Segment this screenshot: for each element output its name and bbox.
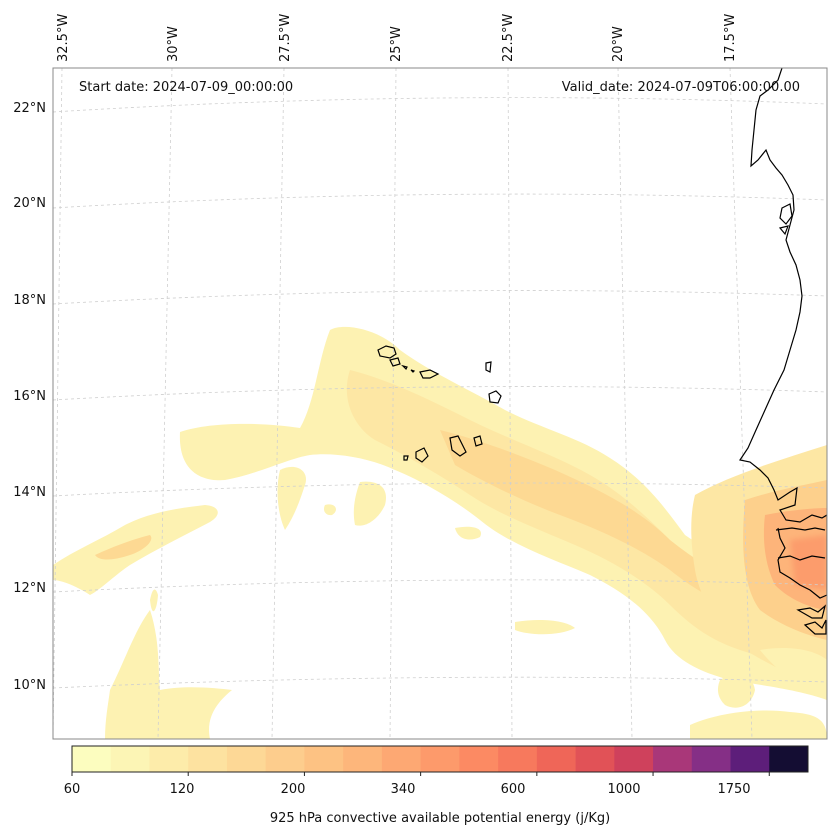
colorbar-tick-label: 600 xyxy=(501,782,526,797)
gridlines xyxy=(53,68,827,739)
latitude-labels: 22°N 20°N 18°N 16°N 14°N 12°N 10°N xyxy=(13,101,46,693)
cabo-verde-islands xyxy=(377,345,502,463)
lat-label: 10°N xyxy=(13,678,46,693)
coastline xyxy=(739,68,827,635)
colorbar-tick-label: 1000 xyxy=(607,782,640,797)
cape-fill xyxy=(53,327,827,739)
lat-label: 12°N xyxy=(13,581,46,596)
longitude-labels: 32.5°W 30°W 27.5°W 25°W 22.5°W 20°W 17.5… xyxy=(56,14,738,62)
colorbar-segment xyxy=(653,746,693,772)
colorbar-tick-label: 60 xyxy=(64,782,81,797)
colorbar-tick-label: 120 xyxy=(170,782,195,797)
colorbar-tick-label: 340 xyxy=(391,782,416,797)
lat-label: 20°N xyxy=(13,196,46,211)
colorbar-segment xyxy=(72,746,112,772)
colorbar-segment xyxy=(188,746,228,772)
map-border xyxy=(52,67,828,740)
lon-label: 27.5°W xyxy=(278,14,293,62)
colorbar-segment xyxy=(343,746,383,772)
colorbar-ticks: 60 120 200 340 600 1000 1750 xyxy=(64,772,770,797)
lon-label: 22.5°W xyxy=(501,14,516,62)
colorbar-segment xyxy=(614,746,654,772)
colorbar-segment xyxy=(304,746,344,772)
lon-label: 32.5°W xyxy=(56,14,71,62)
colorbar-frame xyxy=(71,745,809,773)
lon-label: 17.5°W xyxy=(723,14,738,62)
colorbar-segment xyxy=(691,746,732,772)
colorbar-tick-label: 200 xyxy=(281,782,306,797)
colorbar-tick-label: 1750 xyxy=(717,782,750,797)
colorbar-segment xyxy=(265,746,305,772)
colorbar-segment xyxy=(498,746,538,772)
lat-label: 18°N xyxy=(13,293,46,308)
colorbar-segment xyxy=(459,746,499,772)
colorbar-segment xyxy=(226,746,267,772)
lon-label: 20°W xyxy=(611,26,626,62)
colorbar-segment xyxy=(575,746,615,772)
lat-label: 14°N xyxy=(13,485,46,500)
lat-label: 16°N xyxy=(13,389,46,404)
lon-label: 30°W xyxy=(166,26,181,62)
colorbar-segment xyxy=(730,746,770,772)
colorbar-segment xyxy=(536,746,577,772)
colorbar-segment xyxy=(110,746,150,772)
lat-label: 22°N xyxy=(13,101,46,116)
colorbar-segment xyxy=(420,746,460,772)
lon-label: 25°W xyxy=(389,26,404,62)
colorbar-segment xyxy=(149,746,189,772)
valid-date-label: Valid_date: 2024-07-09T06:00:00.00 xyxy=(562,80,800,95)
colorbar-segment xyxy=(381,746,422,772)
colorbar-title: 925 hPa convective available potential e… xyxy=(270,811,610,826)
colorbar-segment xyxy=(769,746,809,772)
start-date-label: Start date: 2024-07-09_00:00:00 xyxy=(79,80,293,95)
colorbar xyxy=(72,746,809,772)
